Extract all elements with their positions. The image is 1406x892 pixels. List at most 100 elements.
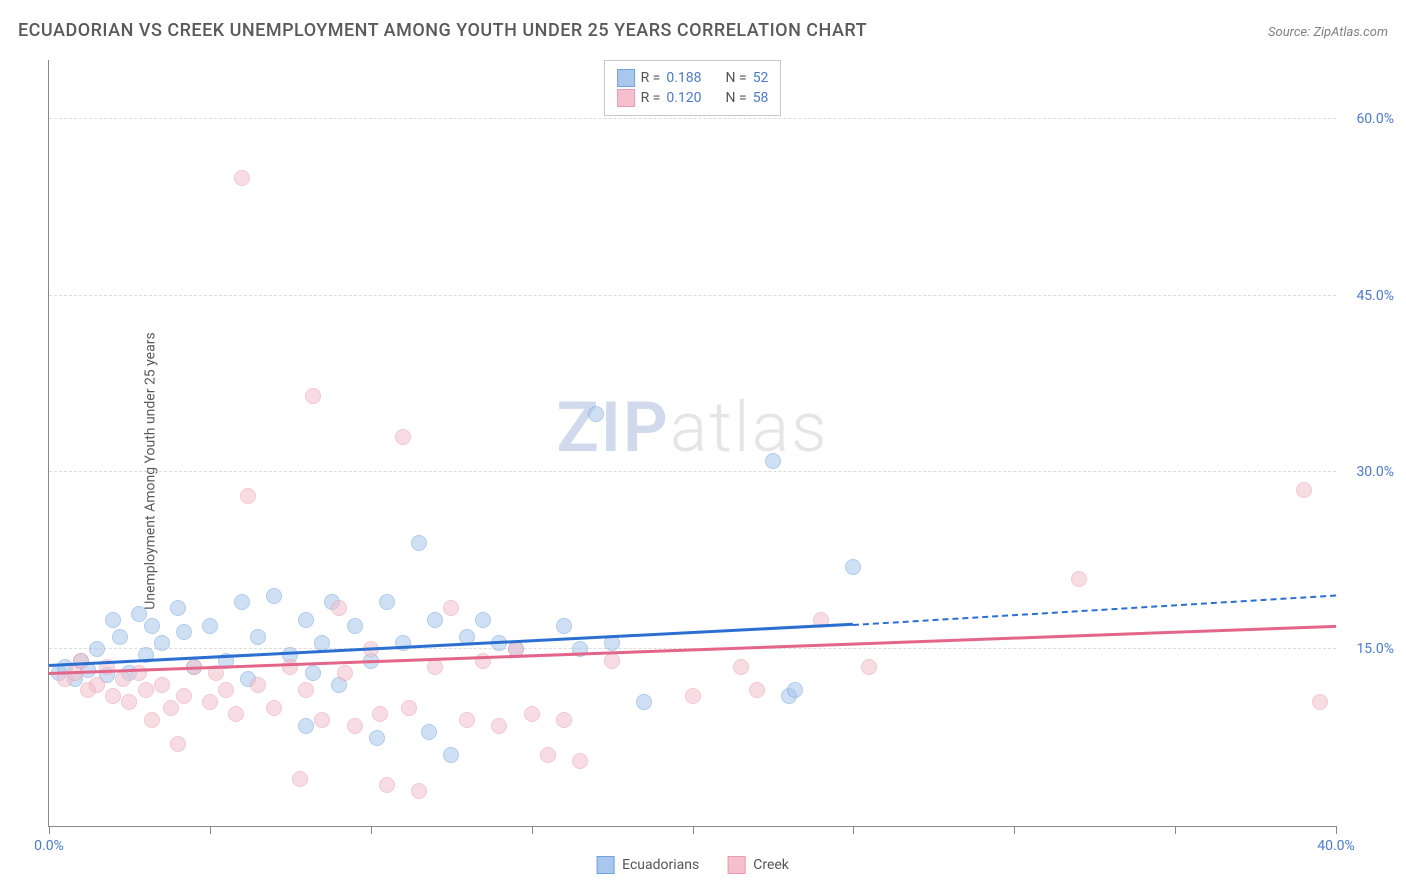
data-point [131,606,147,622]
data-point [685,688,701,704]
data-point [218,682,234,698]
data-point [89,641,105,657]
data-point [401,700,417,716]
chart-source: Source: ZipAtlas.com [1268,25,1388,40]
legend-n-value: 52 [753,70,769,86]
data-point [395,429,411,445]
x-tick [371,826,372,834]
data-point [305,388,321,404]
data-point [176,688,192,704]
data-point [459,712,475,728]
data-point [347,618,363,634]
data-point [121,694,137,710]
data-point [636,694,652,710]
x-tick [210,826,211,834]
chart-area: Unemployment Among Youth under 25 years … [0,50,1406,892]
data-point [787,682,803,698]
data-point [298,612,314,628]
data-point [337,665,353,681]
data-point [491,718,507,734]
x-tick-label: 0.0% [34,838,64,854]
data-point [176,624,192,640]
gridline [49,471,1336,472]
data-point [443,747,459,763]
data-point [144,712,160,728]
y-tick-label: 45.0% [1356,288,1394,304]
x-tick [853,826,854,834]
legend-r-label: R = [641,90,661,106]
data-point [298,682,314,698]
data-point [524,706,540,722]
data-point [421,724,437,740]
data-point [427,612,443,628]
data-point [170,600,186,616]
data-point [411,783,427,799]
data-point [105,612,121,628]
legend-row: R =0.188N =52 [617,69,769,87]
data-point [144,618,160,634]
series-legend-item: Ecuadorians [596,856,699,874]
data-point [1312,694,1328,710]
data-point [1296,482,1312,498]
data-point [250,629,266,645]
data-point [115,671,131,687]
y-tick-label: 15.0% [1356,641,1394,657]
data-point [282,659,298,675]
data-point [379,594,395,610]
data-point [369,730,385,746]
data-point [138,682,154,698]
data-point [427,659,443,675]
plot-region: ZIPatlas R =0.188N =52R =0.120N =58 Ecua… [48,60,1336,827]
data-point [733,659,749,675]
data-point [314,712,330,728]
data-point [845,559,861,575]
legend-swatch [727,856,745,874]
data-point [266,588,282,604]
data-point [331,600,347,616]
data-point [131,665,147,681]
legend-r-label: R = [641,70,661,86]
data-point [250,677,266,693]
data-point [234,594,250,610]
data-point [379,777,395,793]
x-tick [532,826,533,834]
legend-r-value: 0.120 [666,90,701,106]
data-point [240,488,256,504]
data-point [540,747,556,763]
data-point [202,694,218,710]
data-point [154,677,170,693]
series-legend: EcuadoriansCreek [596,856,789,874]
legend-row: R =0.120N =58 [617,89,769,107]
x-tick [1014,826,1015,834]
chart-title: ECUADORIAN VS CREEK UNEMPLOYMENT AMONG Y… [18,20,867,41]
data-point [475,612,491,628]
data-point [556,618,572,634]
data-point [305,665,321,681]
data-point [372,706,388,722]
data-point [556,712,572,728]
x-tick [49,826,50,834]
data-point [89,677,105,693]
data-point [861,659,877,675]
x-tick [1175,826,1176,834]
data-point [105,688,121,704]
data-point [163,700,179,716]
trend-line [853,594,1336,625]
y-tick-label: 30.0% [1356,464,1394,480]
x-tick [1336,826,1337,834]
y-tick-label: 60.0% [1356,111,1394,127]
data-point [588,406,604,422]
gridline [49,295,1336,296]
data-point [266,700,282,716]
legend-swatch [617,69,635,87]
data-point [347,718,363,734]
legend-n-label: N = [726,90,747,106]
correlation-legend: R =0.188N =52R =0.120N =58 [604,60,782,116]
data-point [1071,571,1087,587]
gridline [49,118,1336,119]
data-point [170,736,186,752]
data-point [234,170,250,186]
data-point [154,635,170,651]
data-point [749,682,765,698]
legend-r-value: 0.188 [666,70,701,86]
